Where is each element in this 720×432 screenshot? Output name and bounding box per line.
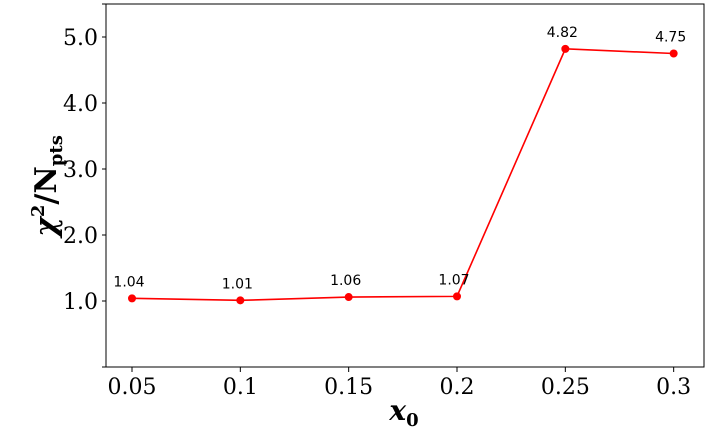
data-point xyxy=(236,296,245,305)
series-line xyxy=(131,48,674,302)
x-tick-label: 0.2 xyxy=(440,375,475,400)
data-point xyxy=(344,293,353,302)
y-axis: 1.0 2.0 3.0 4.0 5.0 xyxy=(63,3,106,368)
data-label: 4.75 xyxy=(655,30,686,46)
plot-frame xyxy=(105,3,705,368)
data-point xyxy=(128,294,136,303)
series-layer: 1.04 1.01 1.06 1.07 4.82 4.75 xyxy=(113,25,686,305)
y-axis-title: χ2/Npts xyxy=(28,135,67,239)
x-tick-label: 0.25 xyxy=(541,375,590,400)
x-axis-title: x0 xyxy=(388,394,418,431)
data-label: 1.07 xyxy=(438,272,469,288)
x-tick-label: 0.3 xyxy=(656,375,691,400)
x-tick-label: 0.1 xyxy=(223,375,258,400)
data-label: 1.01 xyxy=(222,276,253,292)
data-label: 4.82 xyxy=(547,25,578,41)
x-tick-label: 0.05 xyxy=(108,375,157,400)
y-tick-label: 4.0 xyxy=(63,92,98,117)
y-tick-label: 1.0 xyxy=(63,290,98,315)
y-tick-label: 3.0 xyxy=(63,158,98,183)
y-tick-label: 2.0 xyxy=(63,224,98,249)
data-point xyxy=(561,44,570,53)
data-label: 1.06 xyxy=(330,273,361,289)
data-point xyxy=(669,49,678,58)
x-tick-label: 0.15 xyxy=(324,375,373,400)
y-tick-label: 5.0 xyxy=(63,26,98,51)
data-label: 1.04 xyxy=(113,274,144,290)
data-point xyxy=(453,292,461,301)
x-axis: 0.05 0.1 0.15 0.2 0.25 0.3 xyxy=(108,367,691,400)
